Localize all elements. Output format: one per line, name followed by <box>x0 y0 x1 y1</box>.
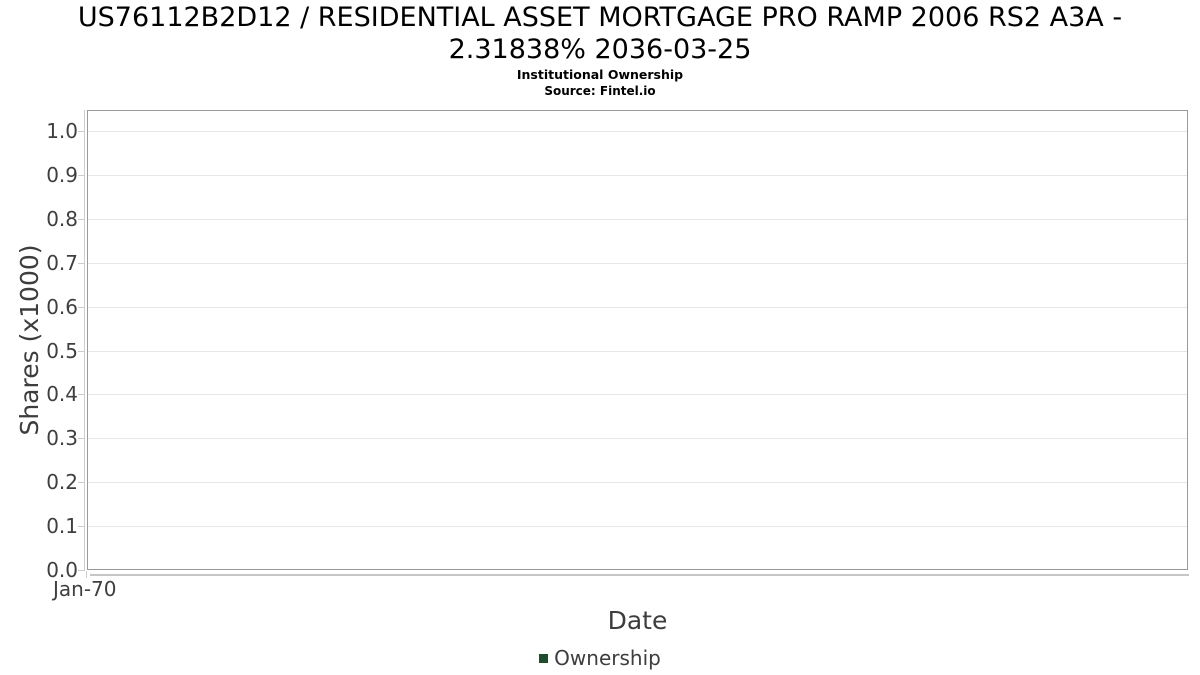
y-tick-mark <box>78 438 84 440</box>
x-tick-mark <box>86 571 87 578</box>
x-axis-label: Date <box>607 606 668 635</box>
gridline <box>88 262 1187 264</box>
gridline <box>88 174 1187 176</box>
ownership-series-marker-icon <box>539 653 549 663</box>
y-tick-label: 0.3 <box>46 426 78 451</box>
y-tick-mark <box>78 131 84 132</box>
chart-title: US76112B2D12 / RESIDENTIAL ASSET MORTGAG… <box>77 2 1123 65</box>
y-tick-label: 0.4 <box>46 382 78 407</box>
y-axis-line <box>84 110 85 571</box>
y-tick-mark <box>78 482 84 484</box>
gridline <box>88 394 1187 396</box>
y-tick-mark <box>78 218 84 220</box>
plot-area <box>87 110 1188 570</box>
y-tick-label: 0.0 <box>46 558 78 582</box>
y-axis-label: Shares (x1000) <box>15 244 44 436</box>
legend-label: Ownership <box>554 646 661 670</box>
y-tick-label: 0.5 <box>46 338 78 363</box>
gridline <box>88 526 1187 528</box>
gridline <box>88 482 1187 484</box>
y-tick-mark <box>78 570 84 571</box>
y-tick-mark <box>78 394 84 396</box>
gridline <box>88 350 1187 352</box>
y-tick-label: 0.8 <box>46 206 78 231</box>
legend: Ownership <box>0 646 1200 670</box>
y-tick-mark <box>78 262 84 264</box>
chart-subtitle: Institutional Ownership <box>516 67 684 82</box>
gridline <box>88 218 1187 220</box>
y-tick-mark <box>78 526 84 528</box>
source-label: Source: Fintel.io <box>544 84 656 98</box>
gridline <box>88 131 1187 132</box>
y-tick-label: 0.6 <box>46 294 78 319</box>
gridline <box>88 306 1187 308</box>
y-tick-mark <box>78 306 84 308</box>
y-tick-label: 0.2 <box>46 470 78 495</box>
y-tick-label: 0.7 <box>46 250 78 275</box>
y-tick-label: 1.0 <box>46 119 78 143</box>
y-tick-label: 0.1 <box>46 514 78 539</box>
gridline <box>88 438 1187 440</box>
x-axis-line <box>90 574 1189 576</box>
y-tick-label: 0.9 <box>46 162 78 187</box>
y-tick-mark <box>78 350 84 352</box>
y-tick-mark <box>78 174 84 176</box>
x-tick-label: Jan-70 <box>53 577 117 601</box>
